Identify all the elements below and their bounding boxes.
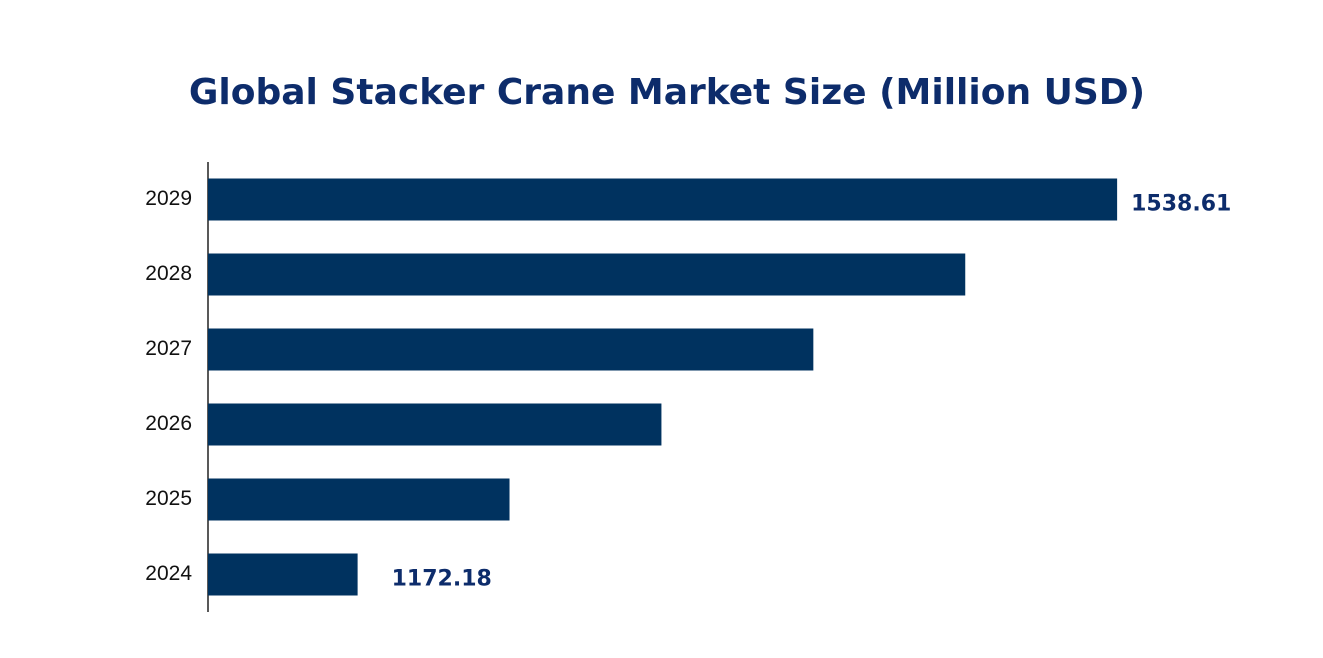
y-tick-label: 2025 [145, 487, 192, 510]
bar [208, 478, 510, 521]
bar [208, 403, 662, 446]
chart-title: Global Stacker Crane Market Size (Millio… [189, 72, 1145, 113]
y-tick-label: 2028 [145, 262, 192, 285]
data-label: 1172.18 [392, 567, 492, 592]
y-tick-label: 2029 [145, 187, 192, 210]
bar [208, 178, 1118, 221]
bar [208, 253, 966, 296]
data-label: 1538.61 [1131, 192, 1231, 217]
y-tick-label: 2027 [145, 337, 192, 360]
y-tick-label: 2024 [145, 562, 192, 585]
y-tick-label: 2026 [145, 412, 192, 435]
bar [208, 328, 814, 371]
bar [208, 553, 358, 596]
